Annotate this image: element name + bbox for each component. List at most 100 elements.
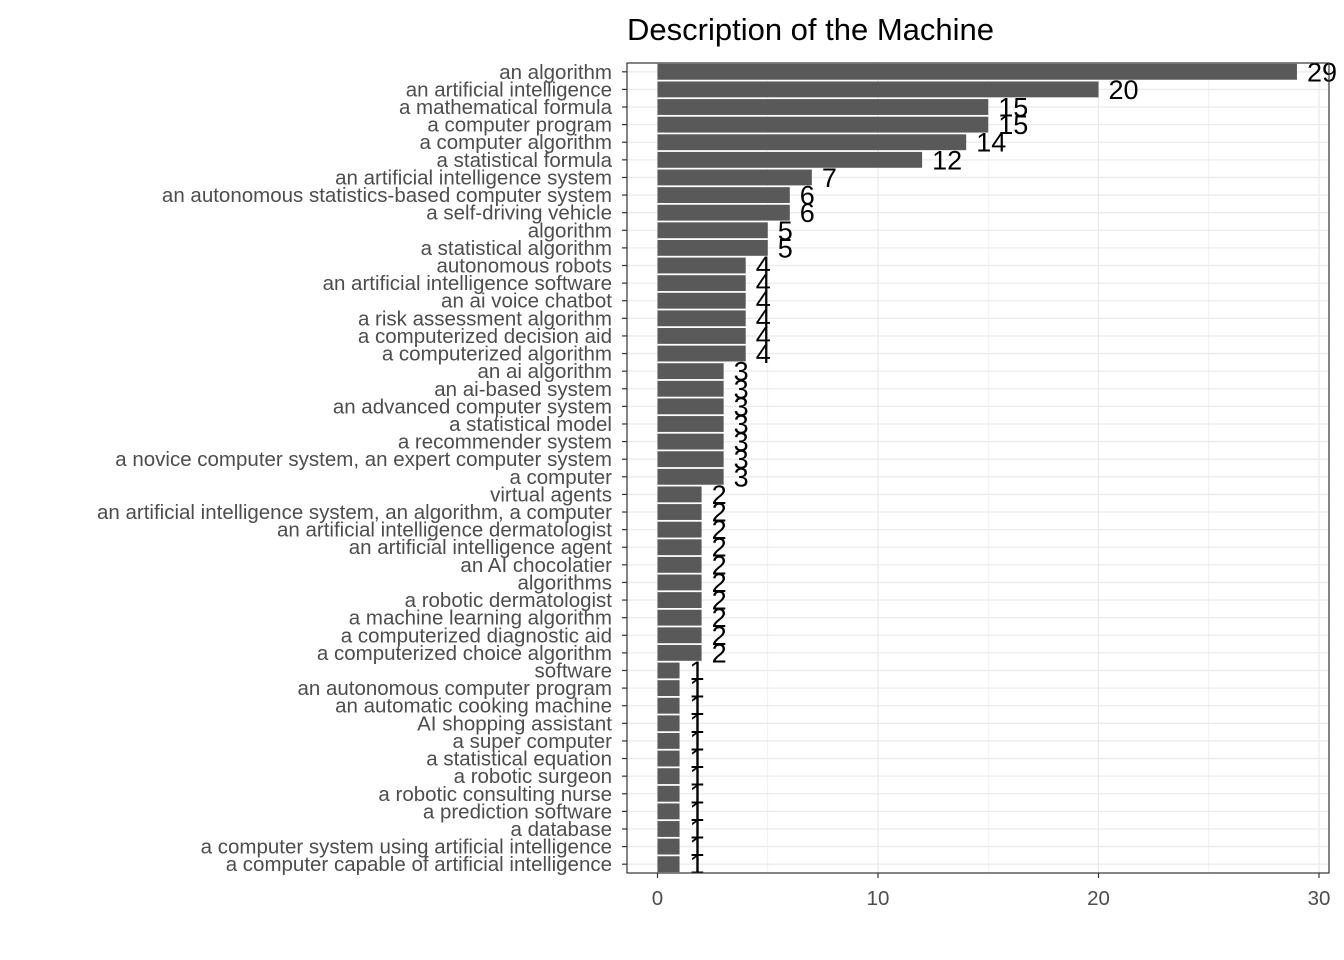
data-label: 12 <box>932 145 962 175</box>
y-tick-label: algorithms <box>517 571 612 594</box>
bar <box>657 451 724 468</box>
data-label: 1 <box>690 691 705 721</box>
y-tick-label: a computer program <box>427 114 612 137</box>
data-label: 2 <box>712 480 727 510</box>
data-label: 3 <box>734 462 749 492</box>
bar <box>657 116 989 133</box>
bar <box>657 257 746 274</box>
y-tick-label: a self-driving vehicle <box>426 202 612 225</box>
data-label: 1 <box>690 814 705 844</box>
y-tick-label: an ai voice chatbot <box>441 290 612 313</box>
data-label: 4 <box>756 339 771 369</box>
bar <box>657 310 746 327</box>
data-label: 1 <box>690 832 705 862</box>
y-tick-label: an artificial intelligence agent <box>349 536 613 559</box>
bar <box>657 328 746 344</box>
bar <box>657 292 746 309</box>
y-tick-label: an artificial intelligence software <box>323 272 612 295</box>
data-label: 15 <box>998 93 1028 123</box>
bar <box>657 803 680 820</box>
y-tick-label: a recommender system <box>398 431 612 454</box>
bar <box>657 239 768 256</box>
data-labels: 2920151514127665544444433333332222222222… <box>690 57 1337 879</box>
bar <box>657 345 746 362</box>
data-label: 5 <box>778 216 793 246</box>
data-label: 2 <box>712 515 727 545</box>
x-tick-label: 30 <box>1308 887 1331 910</box>
bar <box>657 380 724 397</box>
y-tick-label: a robotic consulting nurse <box>378 783 612 806</box>
bar <box>657 275 746 292</box>
y-tick-label: an algorithm <box>499 61 612 84</box>
y-tick-label: an advanced computer system <box>333 395 612 418</box>
y-tick-label: a robotic surgeon <box>454 765 612 788</box>
data-label: 3 <box>734 427 749 457</box>
bar <box>657 574 702 591</box>
y-tick-label: a computerized decision aid <box>358 325 612 348</box>
bar <box>657 627 702 644</box>
y-tick-label: a mathematical formula <box>399 96 613 119</box>
data-label: 15 <box>998 110 1028 140</box>
data-label: 1 <box>690 674 705 704</box>
data-label: 29 <box>1307 57 1337 87</box>
bar <box>657 398 724 415</box>
y-tick-label: a statistical equation <box>426 748 612 771</box>
data-label: 4 <box>756 251 771 281</box>
y-tick-label: an autonomous computer program <box>297 677 612 700</box>
y-tick-label: a computer algorithm <box>419 131 612 154</box>
bar <box>657 486 702 503</box>
plot-border <box>626 62 1330 874</box>
data-label: 1 <box>690 709 705 739</box>
y-tick-label: a computerized algorithm <box>382 343 612 366</box>
bar <box>657 363 724 380</box>
bar <box>657 821 680 837</box>
data-label: 3 <box>734 374 749 404</box>
y-tick-label: a machine learning algorithm <box>349 607 612 630</box>
y-tick-label: software <box>535 660 612 683</box>
bar <box>657 733 680 749</box>
bar <box>657 838 680 855</box>
y-tick-label: an automatic cooking machine <box>335 695 612 718</box>
y-tick-label: a computerized diagnostic aid <box>341 624 612 647</box>
data-label: 20 <box>1109 75 1139 105</box>
y-tick-label: an artificial intelligence dermatologist <box>277 519 612 542</box>
data-label: 3 <box>734 392 749 422</box>
data-label: 6 <box>800 198 815 228</box>
y-tick-label: a statistical algorithm <box>421 237 612 260</box>
y-tick-label: algorithm <box>528 219 612 242</box>
data-label: 2 <box>712 550 727 580</box>
data-label: 3 <box>734 445 749 475</box>
data-label: 1 <box>690 797 705 827</box>
y-tick-label: a statistical model <box>449 413 612 436</box>
bar <box>657 539 702 556</box>
y-tick-label: virtual agents <box>490 483 612 506</box>
bar <box>657 63 1297 80</box>
data-label: 1 <box>690 850 705 880</box>
bar <box>657 715 680 732</box>
bar <box>657 680 680 697</box>
x-tick-label: 20 <box>1087 887 1110 910</box>
bar <box>657 556 702 573</box>
y-tick-label: an AI chocolatier <box>460 554 612 577</box>
data-label: 2 <box>712 603 727 633</box>
bar <box>657 504 702 520</box>
data-label: 3 <box>734 357 749 387</box>
data-label: 1 <box>690 656 705 686</box>
bar <box>657 169 812 186</box>
bar <box>657 433 724 450</box>
bar <box>657 134 967 151</box>
y-tick-label: a computerized choice algorithm <box>317 642 612 665</box>
y-tick-label: an ai-based system <box>434 378 612 401</box>
bar <box>657 151 923 168</box>
y-tick-label: a computer system using artificial intel… <box>201 836 612 859</box>
bar <box>657 204 790 221</box>
y-tick-label: autonomous robots <box>436 255 612 278</box>
data-label: 4 <box>756 304 771 334</box>
bar <box>657 81 1099 98</box>
chart-title: Description of the Machine <box>627 12 994 47</box>
y-tick-label: an autonomous statistics-based computer … <box>162 184 612 207</box>
data-label: 6 <box>800 181 815 211</box>
bar <box>657 592 702 608</box>
